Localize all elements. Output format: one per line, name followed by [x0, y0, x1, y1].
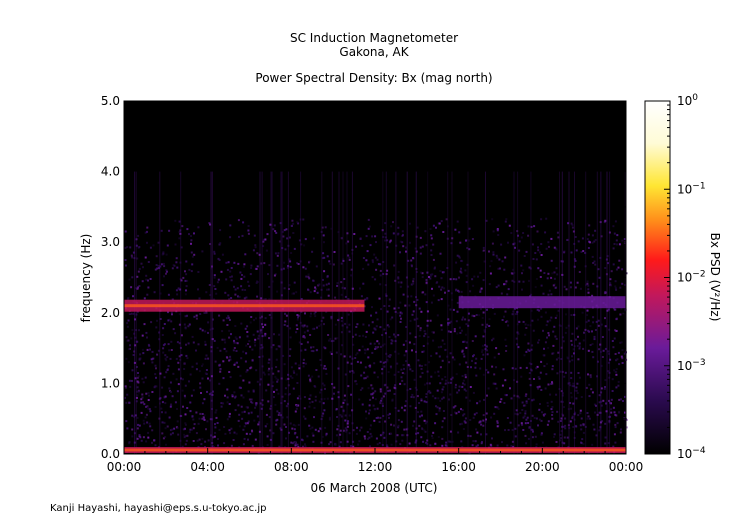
feature-band-core-0 [124, 304, 365, 308]
y-axis: 0.0 1.0 2.0 3.0 4.0 5.0 [101, 94, 626, 461]
x-axis-label: 06 March 2008 (UTC) [310, 481, 438, 495]
chart-title-line2: Gakona, AK [339, 45, 409, 59]
spectrogram-noise [124, 171, 628, 454]
x-axis: 00:00 04:00 08:00 12:00 16:00 20:00 00:00 [107, 101, 644, 474]
y-tick-label-4: 4.0 [101, 165, 120, 179]
plot-background [124, 101, 626, 454]
x-tick-label-1: 04:00 [190, 460, 225, 474]
y-tick-label-5: 5.0 [101, 94, 120, 108]
chart-title: Power Spectral Density: Bx (mag north) [255, 71, 493, 85]
y-axis-label: frequency (Hz) [79, 233, 93, 323]
spectrogram-plot [123, 100, 628, 455]
y-tick-label-1: 1.0 [101, 376, 120, 390]
y-tick-label-0: 0.0 [101, 447, 120, 461]
colorbar-tick-label-4: 10−4 [677, 446, 706, 461]
x-tick-label-6: 00:00 [609, 460, 644, 474]
x-tick-label-3: 12:00 [358, 460, 393, 474]
footer-credit: Kanji Hayashi, hayashi@eps.s.u-tokyo.ac.… [50, 503, 267, 514]
colorbar-ticks: 100 10−1 10−2 10−3 10−4 [664, 93, 706, 461]
y-tick-label-3: 3.0 [101, 235, 120, 249]
colorbar-label: Bx PSD (V²/Hz) [708, 232, 722, 322]
x-tick-label-4: 16:00 [441, 460, 476, 474]
colorbar: 100 10−1 10−2 10−3 10−4 [644, 93, 706, 461]
y-tick-label-2: 2.0 [101, 306, 120, 320]
x-tick-label-0: 00:00 [107, 460, 142, 474]
colorbar-tick-label-2: 10−2 [677, 270, 706, 285]
x-tick-label-5: 20:00 [525, 460, 560, 474]
x-tick-label-2: 08:00 [274, 460, 309, 474]
feature-band-1 [458, 296, 626, 309]
colorbar-tick-label-3: 10−3 [677, 358, 706, 373]
colorbar-tick-label-0: 100 [677, 93, 698, 108]
colorbar-tick-label-1: 10−1 [677, 181, 706, 196]
chart-title-line1: SC Induction Magnetometer [289, 31, 459, 45]
